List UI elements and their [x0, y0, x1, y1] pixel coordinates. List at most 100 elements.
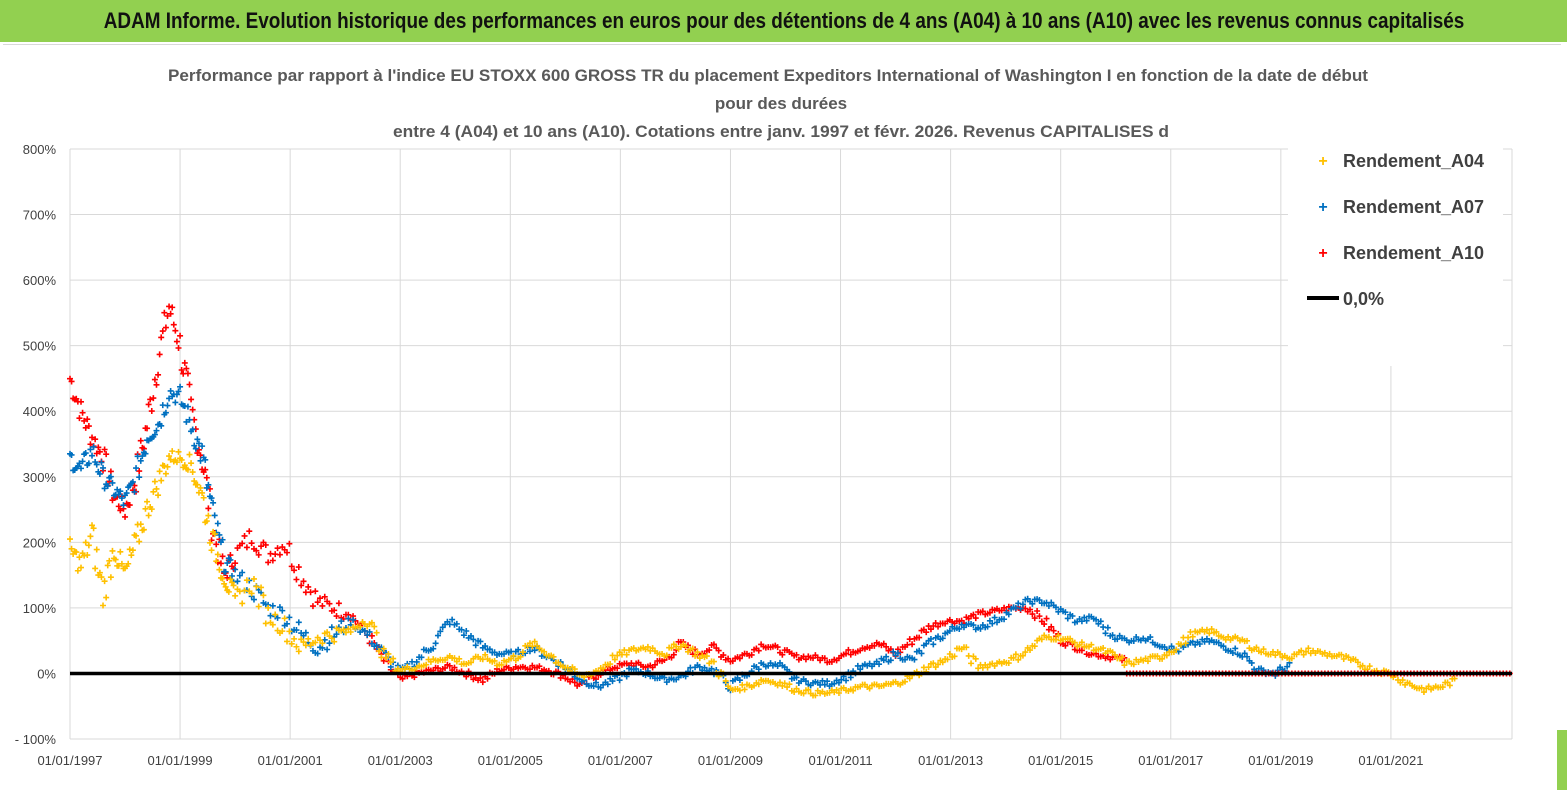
- point-a04: [161, 463, 168, 470]
- point-a10: [845, 646, 852, 653]
- point-a07: [1114, 636, 1121, 643]
- point-a10: [197, 452, 204, 459]
- point-a07: [139, 453, 146, 460]
- point-a07: [234, 578, 241, 585]
- point-a07: [151, 431, 158, 438]
- point-a07: [338, 618, 345, 625]
- point-a10: [232, 560, 239, 567]
- point-a07: [918, 650, 925, 657]
- point-a10: [262, 541, 269, 548]
- point-a04: [385, 650, 392, 657]
- point-a07: [1062, 609, 1069, 616]
- point-a10: [793, 651, 800, 658]
- point-a10: [821, 655, 828, 662]
- point-a04: [258, 584, 265, 591]
- point-a04: [668, 644, 675, 651]
- point-a07: [1069, 613, 1076, 620]
- point-a04: [600, 665, 607, 672]
- point-a10: [434, 665, 441, 672]
- point-a10: [96, 448, 103, 455]
- point-a04: [162, 470, 169, 477]
- point-a04: [1298, 647, 1305, 654]
- point-a07: [824, 678, 831, 685]
- point-a10: [319, 602, 326, 609]
- point-a07: [350, 616, 357, 623]
- point-a04: [1144, 658, 1151, 665]
- point-a07: [838, 676, 845, 683]
- point-a10: [186, 381, 193, 388]
- point-a04: [191, 478, 198, 485]
- point-a04: [232, 592, 239, 599]
- point-a04: [1303, 648, 1309, 655]
- point-a07: [164, 402, 171, 409]
- point-a10: [927, 626, 934, 633]
- point-a10: [167, 310, 174, 317]
- point-a04: [614, 652, 621, 659]
- point-a10: [1034, 607, 1041, 614]
- point-a04: [188, 460, 195, 467]
- point-a04: [1005, 660, 1012, 667]
- point-a04: [164, 463, 171, 470]
- point-a04: [85, 542, 92, 549]
- point-a10: [276, 551, 283, 558]
- point-a04: [1208, 626, 1215, 633]
- point-a04: [968, 660, 975, 667]
- point-a04: [1277, 650, 1284, 657]
- point-a10: [295, 564, 302, 571]
- point-a04: [197, 484, 204, 491]
- point-a10: [484, 675, 491, 682]
- point-a10: [205, 505, 212, 512]
- point-a04: [1446, 682, 1453, 689]
- point-a07: [114, 486, 121, 493]
- y-tick-label: 700%: [23, 208, 57, 223]
- point-a07: [239, 569, 246, 576]
- point-a04: [293, 643, 300, 650]
- point-a04: [262, 620, 269, 627]
- point-a10: [779, 651, 786, 658]
- point-a10: [979, 608, 986, 615]
- point-a07: [93, 461, 100, 468]
- point-a04: [260, 592, 267, 599]
- point-a07: [199, 443, 206, 450]
- point-a04: [1130, 661, 1137, 668]
- point-a10: [241, 532, 248, 539]
- point-a07: [100, 464, 107, 471]
- point-a10: [202, 466, 209, 473]
- point-a10: [477, 675, 484, 682]
- point-a04: [357, 623, 364, 630]
- point-a07: [1168, 643, 1175, 650]
- point-a04: [710, 658, 717, 665]
- point-a10: [970, 611, 977, 618]
- legend-marker-a07: +: [1318, 199, 1327, 216]
- point-a04: [517, 653, 524, 660]
- point-a04: [250, 575, 257, 582]
- point-a04: [222, 583, 229, 590]
- point-a10: [972, 615, 979, 622]
- point-a04: [1163, 652, 1170, 659]
- point-a04: [230, 582, 237, 589]
- legend: + Rendement_A04 + Rendement_A07 + Rendem…: [1288, 141, 1503, 366]
- point-a07: [195, 440, 202, 447]
- point-a04: [1182, 640, 1189, 647]
- point-a10: [239, 540, 246, 547]
- point-a10: [155, 371, 162, 378]
- point-a07: [118, 495, 125, 502]
- point-a07: [708, 665, 715, 672]
- point-a04: [935, 661, 942, 668]
- point-a04: [255, 603, 262, 610]
- point-a04: [663, 652, 670, 659]
- point-a04: [491, 657, 498, 664]
- point-a04: [519, 649, 526, 656]
- point-a07: [593, 679, 600, 686]
- point-a07: [76, 460, 83, 467]
- point-a04: [722, 677, 729, 684]
- point-a10: [309, 603, 316, 610]
- point-a04: [812, 692, 819, 699]
- point-a04: [1439, 684, 1446, 691]
- point-a04: [373, 629, 380, 636]
- point-a07: [880, 657, 887, 664]
- y-axis-ticks: 800% 700% 600% 500% 400% 300% 200% 100% 0% - 100%: [15, 142, 57, 747]
- point-a04: [571, 666, 578, 673]
- point-a10: [284, 549, 291, 556]
- point-a04: [1288, 655, 1295, 662]
